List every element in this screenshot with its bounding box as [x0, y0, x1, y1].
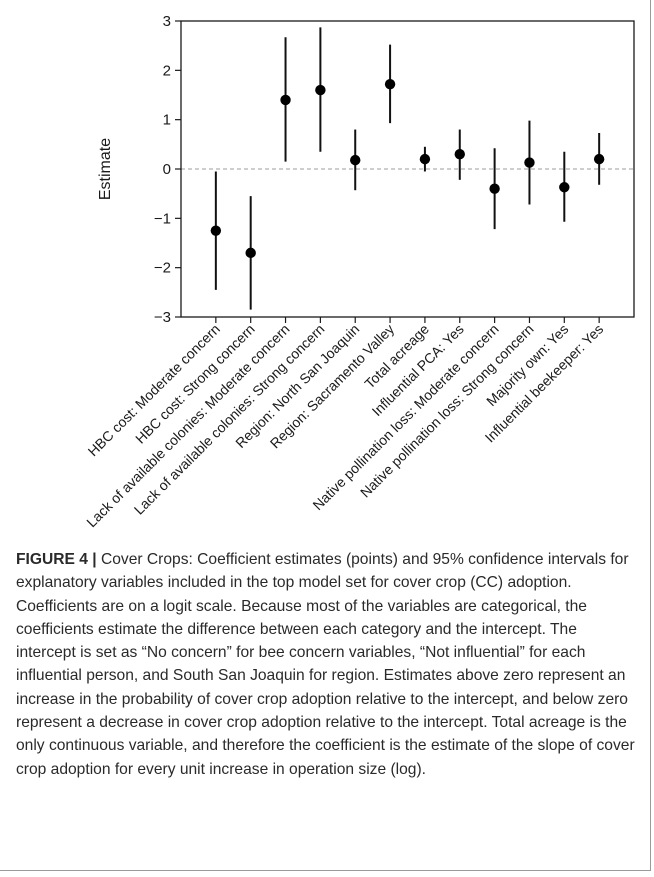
estimate-point [210, 225, 222, 236]
estimate-point [524, 157, 535, 168]
estimate-point [419, 153, 431, 165]
estimate-point [245, 247, 256, 259]
estimate-point [593, 153, 605, 165]
estimate-point [350, 154, 361, 166]
figure-caption: FIGURE 4 | Cover Crops: Coefficient esti… [16, 548, 636, 781]
y-tick-label: 2 [163, 62, 171, 79]
y-tick-label: −2 [154, 260, 171, 277]
estimate-point [384, 78, 396, 90]
estimate-point [280, 94, 291, 106]
y-axis-label: Estimate [97, 138, 114, 200]
y-tick-label: −3 [154, 309, 171, 326]
estimate-point [315, 84, 326, 96]
estimate-point [489, 183, 500, 194]
estimate-point [454, 149, 465, 160]
y-tick-label: 0 [163, 161, 171, 178]
caption-text: Cover Crops: Coefficient estimates (poin… [16, 551, 635, 778]
figure-label: FIGURE 4 | [16, 551, 97, 568]
y-tick-label: 3 [163, 13, 171, 30]
estimate-point [559, 182, 570, 193]
y-tick-label: −1 [154, 210, 171, 227]
y-tick-label: 1 [163, 112, 171, 129]
